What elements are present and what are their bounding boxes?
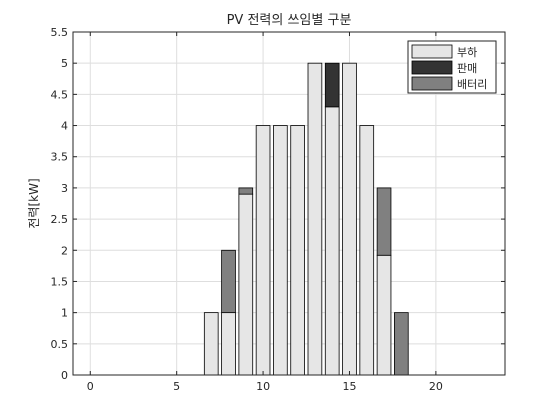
bar-segment	[221, 249, 236, 314]
bar-segment	[238, 193, 254, 376]
y-tick-label: 1.5	[51, 275, 69, 288]
bar-segment	[376, 254, 392, 376]
x-tick-label: 15	[342, 380, 356, 393]
axis-ticks: 0 5 10 15 20 0 0.5 1 1.5 2 2.5 3 3.5 4 4.5 5 5.5	[51, 26, 505, 393]
y-tick-label: 3	[61, 182, 68, 195]
bar-segment	[359, 125, 375, 376]
legend-label: 배터리	[457, 78, 487, 91]
x-tick-label: 5	[173, 380, 180, 393]
bar-segment	[342, 62, 357, 376]
bar-segment	[255, 125, 271, 376]
legend-swatch	[411, 76, 453, 91]
bar-segment	[324, 106, 340, 376]
bar-segment	[376, 187, 392, 256]
y-tick-label: 3.5	[51, 151, 69, 164]
bar-segment	[238, 187, 254, 195]
legend-swatch	[411, 44, 453, 59]
y-axis-label: 전력[kW]	[27, 178, 41, 228]
y-tick-label: 4	[61, 120, 68, 133]
legend-swatch	[411, 60, 453, 75]
legend-label: 판매	[457, 62, 477, 75]
y-tick-label: 5.5	[51, 26, 69, 39]
y-tick-label: 0.5	[51, 338, 69, 351]
y-tick-label: 5	[61, 57, 68, 70]
y-tick-label: 4.5	[51, 88, 69, 101]
bar-segment	[221, 312, 236, 376]
bar-segment	[307, 62, 323, 376]
y-tick-label: 1	[61, 307, 68, 320]
plot-frame	[72, 31, 506, 376]
y-tick-label: 2.5	[51, 213, 69, 226]
x-tick-label: 0	[87, 380, 94, 393]
y-tick-label: 2	[61, 244, 68, 257]
y-tick-label: 0	[61, 369, 68, 382]
bar-segment	[394, 312, 409, 376]
bar-segment	[273, 125, 288, 376]
x-tick-label: 10	[256, 380, 270, 393]
bar-segment	[324, 62, 340, 108]
bar-segment	[203, 312, 219, 376]
legend-label: 부하	[457, 45, 477, 59]
x-tick-label: 20	[429, 380, 443, 393]
bar-segment	[290, 125, 305, 376]
chart-title: PV 전력의 쓰임별 구분	[227, 13, 352, 28]
